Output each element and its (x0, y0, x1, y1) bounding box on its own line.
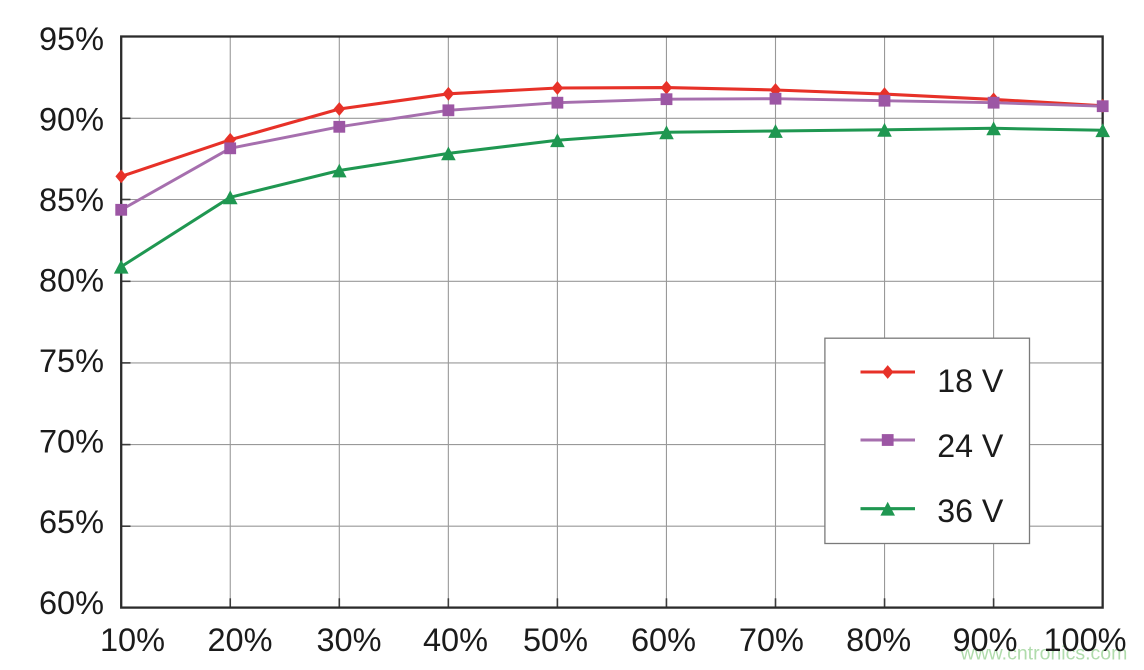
svg-text:100%: 100% (1043, 622, 1126, 658)
svg-text:95%: 95% (39, 21, 104, 57)
svg-text:80%: 80% (846, 622, 911, 658)
svg-text:70%: 70% (739, 622, 804, 658)
svg-text:18 V: 18 V (937, 363, 1004, 399)
svg-text:40%: 40% (423, 622, 488, 658)
svg-text:30%: 30% (316, 622, 381, 658)
svg-text:24 V: 24 V (937, 428, 1004, 464)
svg-text:20%: 20% (207, 622, 272, 658)
svg-text:80%: 80% (39, 263, 104, 299)
svg-text:90%: 90% (39, 101, 104, 137)
svg-text:www.cntronics.com: www.cntronics.com (960, 643, 1128, 665)
svg-text:10%: 10% (100, 622, 165, 658)
svg-text:70%: 70% (39, 424, 104, 460)
svg-text:60%: 60% (631, 622, 696, 658)
svg-text:60%: 60% (39, 585, 104, 621)
svg-text:90%: 90% (952, 622, 1017, 658)
svg-text:36 V: 36 V (937, 493, 1004, 529)
svg-text:50%: 50% (523, 622, 588, 658)
svg-text:85%: 85% (39, 182, 104, 218)
svg-text:65%: 65% (39, 504, 104, 540)
svg-text:75%: 75% (39, 343, 104, 379)
